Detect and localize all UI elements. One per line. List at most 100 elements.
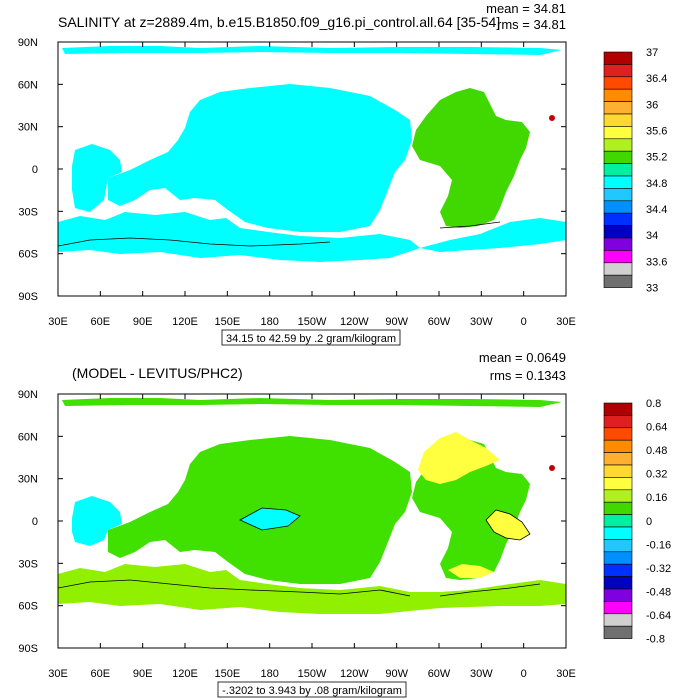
colorbar-swatch [603,101,633,115]
contour-line [58,507,541,597]
x-tick-label: 30E [556,668,576,680]
colorbar-swatch [603,150,633,164]
ocean-region-pacific-indian [72,144,122,212]
colorbar-swatch [603,402,633,416]
colorbar-label: 34.8 [646,178,667,190]
colorbar-swatch [603,76,633,90]
ocean-region-global-ocean [62,398,562,407]
x-tick-label: 60E [91,668,111,680]
y-tick-label: 0 [32,164,38,176]
map-top [58,46,566,262]
colorbar-swatch [603,51,633,65]
colorbar-label: 35.2 [646,152,667,164]
ocean-region-pacific-indian [108,84,412,232]
colorbar-swatch [603,64,633,78]
x-tick-label: 120W [340,668,369,680]
colorbar-swatch [603,237,633,251]
x-tick-label: 90W [385,668,408,680]
x-tick-label: 30E [48,316,68,328]
y-tick-label: 60S [18,249,38,261]
colorbar-swatch [603,225,633,239]
colorbar-swatch [603,477,633,491]
x-tick-label: 120E [172,316,198,328]
x-tick-label: 0 [521,668,527,680]
colorbar-swatch [603,539,633,553]
colorbar-label: 0.64 [646,422,667,434]
colorbar-swatch [603,126,633,140]
axes-bottom: 30E 60E 90E 120E 150E 180 150W 120W 90W 60W 30W 0 30… [18,389,576,680]
range-box-top [221,329,401,346]
x-tick-label: 90E [133,316,153,328]
panel-bottom: (MODEL - LEVITUS/PHC2) mean = 0.0649 rms… [18,350,671,698]
colorbar-label: 0.48 [646,445,667,457]
colorbar-swatch [603,250,633,264]
colorbar-swatch [603,262,633,276]
colorbar-swatch [603,427,633,441]
ocean-region-atlantic [412,88,530,228]
x-tick-label: 30W [470,668,493,680]
colorbar-label: -0.16 [646,539,671,551]
axes-top: 30E 60E 90E 120E 150E 180 150W 120W 90W 60W 30W 0 30… [18,37,576,328]
colorbar-swatch [603,415,633,429]
colorbar-label: 33.6 [646,256,667,268]
x-tick-label: 0 [521,316,527,328]
ocean-region-pacific-indian [62,46,562,55]
colorbar-label: 37 [646,47,658,59]
x-tick-label: 150E [214,668,240,680]
x-tick-label: 30E [48,668,68,680]
colorbar-label: 35.6 [646,126,667,138]
colorbar-label: -0.8 [646,634,665,646]
colorbar-swatch [603,613,633,627]
colorbar-label: 0.32 [646,469,667,481]
colorbar-label: -0.64 [646,610,671,622]
y-tick-label: 60S [18,601,38,613]
ocean-region-pacific-indian [58,212,420,262]
x-tick-label: 120E [172,668,198,680]
y-tick-label: 0 [32,516,38,528]
panel-top: SALINITY at z=2889.4m, b.e15.B1850.f09_g… [18,1,667,346]
colorbar-label: 0 [646,516,652,528]
ocean-region-southern-ocean [58,564,566,614]
y-tick-label: 30S [18,558,38,570]
y-tick-label: 90S [18,291,38,303]
colorbar-swatch [603,464,633,478]
colorbar-label: 36.4 [646,73,667,85]
colorbar-swatch [603,175,633,189]
colorbar-swatch [603,514,633,528]
colorbar-swatch [603,489,633,503]
colorbar-label: 36 [646,99,658,111]
colorbar-label: -0.32 [646,563,671,575]
contour-line [58,221,501,247]
colorbar-swatch [603,576,633,590]
colorbar-swatch [603,563,633,577]
colorbar-label: 0.8 [646,398,661,410]
colorbar-label: 34.4 [646,204,667,216]
x-tick-label: 30W [470,316,493,328]
colorbar-label: 0.16 [646,492,667,504]
y-tick-label: 30N [18,474,38,486]
ocean-region-mediterranean-spot [549,465,555,471]
y-tick-label: 90S [18,643,38,655]
x-tick-label: 60W [428,668,451,680]
panel-bottom-mean: mean = 0.0649 [479,350,566,365]
colorbar-swatch [603,452,633,466]
ocean-region-north-atlantic [448,564,494,578]
colorbar-swatch [603,274,633,288]
colorbar-top: 37 36.4 36 35.6 35.2 34.8 34.4 34 33.6 33 [603,47,667,295]
colorbar-label: 34 [646,230,658,242]
ocean-region-north-atlantic [486,510,530,540]
range-box-bottom [217,681,407,698]
x-tick-label: 180 [260,316,278,328]
x-tick-label: 30E [556,316,576,328]
colorbar-swatch [603,588,633,602]
colorbar-swatch [603,200,633,214]
colorbar-swatch [603,88,633,102]
x-tick-label: 180 [260,668,278,680]
range-label-top: 34.15 to 42.59 by .2 gram/kilogram [226,333,396,345]
x-tick-label: 90W [385,316,408,328]
colorbar-swatch [603,188,633,202]
panel-top-mean: mean = 34.81 [486,1,566,16]
colorbar-swatch [603,551,633,565]
x-tick-label: 60W [428,316,451,328]
